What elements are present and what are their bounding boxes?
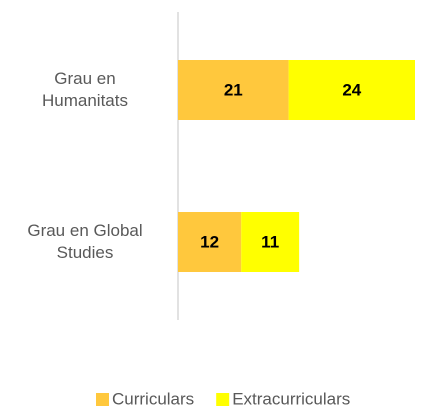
category-label: Grau en Humanitats: [42, 69, 128, 110]
legend-label: Extracurriculars: [232, 389, 350, 408]
legend-swatch: [96, 393, 109, 406]
legend-swatch: [216, 393, 230, 406]
data-label: 21: [224, 80, 243, 99]
category-label: Grau en Global Studies: [27, 221, 143, 262]
data-label: 11: [261, 232, 279, 251]
bar-segment: [178, 212, 242, 272]
legend-label: Curriculars: [112, 389, 194, 408]
data-label: 12: [200, 232, 219, 251]
bar-segment: [288, 60, 415, 120]
bar-segment: [178, 60, 289, 120]
data-label: 24: [342, 80, 361, 99]
bar-segment: [241, 212, 300, 272]
